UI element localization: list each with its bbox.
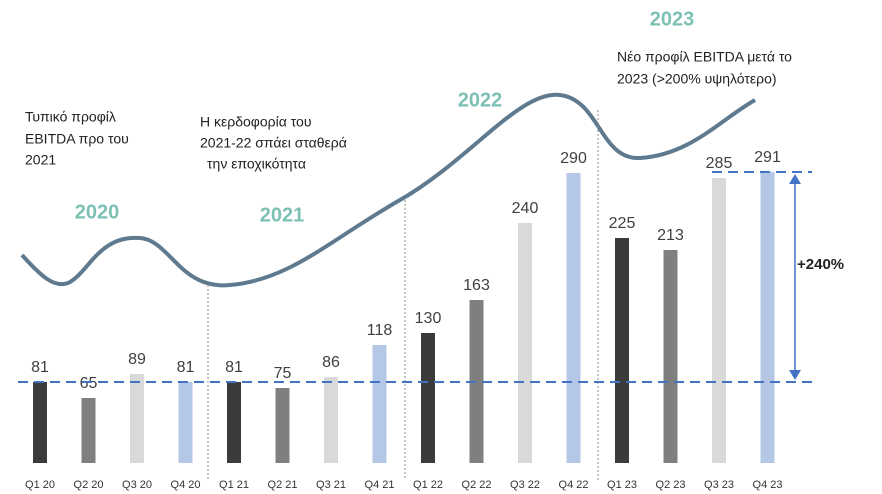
annotation: την εποχικότητα — [207, 156, 306, 172]
value-label: 65 — [80, 375, 98, 392]
value-label: 240 — [512, 200, 539, 217]
year-label: 2022 — [458, 89, 503, 111]
x-tick-label: Q3 22 — [510, 479, 540, 491]
value-label: 75 — [274, 365, 292, 382]
bar — [760, 172, 775, 463]
value-label: 81 — [177, 359, 195, 376]
x-tick-label: Q3 21 — [316, 479, 346, 491]
annotation: 2021-22 σπάει σταθερά — [200, 135, 347, 151]
x-tick-label: Q2 23 — [656, 479, 686, 491]
year-label: 2023 — [650, 8, 695, 30]
bar — [130, 374, 144, 463]
bar — [227, 382, 241, 463]
x-tick-label: Q1 20 — [25, 479, 55, 491]
x-tick-label: Q4 22 — [559, 479, 589, 491]
x-tick-label: Q4 20 — [171, 479, 201, 491]
x-tick-label: Q4 21 — [365, 479, 395, 491]
value-label: 81 — [31, 359, 49, 376]
value-label: 86 — [322, 354, 340, 371]
bar — [469, 300, 484, 463]
x-tick-label: Q2 21 — [268, 479, 298, 491]
bar — [615, 238, 629, 463]
bar — [33, 382, 47, 463]
bar — [324, 377, 338, 463]
value-label: 163 — [463, 277, 490, 294]
bar — [178, 382, 193, 463]
x-tick-label: Q1 23 — [607, 479, 637, 491]
value-label: 290 — [560, 150, 587, 167]
x-tick-label: Q4 23 — [753, 479, 783, 491]
growth-label: +240% — [797, 256, 844, 273]
arrow-head — [789, 174, 801, 184]
year-label: 2020 — [75, 201, 120, 223]
trend-curve — [20, 92, 756, 288]
bar — [663, 250, 678, 463]
value-label: 118 — [367, 322, 393, 339]
value-label: 130 — [415, 310, 442, 327]
annotation: 2021 — [25, 152, 56, 168]
annotation: 2023 (>200% υψηλότερο) — [617, 71, 777, 87]
x-tick-label: Q2 22 — [462, 479, 492, 491]
value-label: 81 — [225, 359, 243, 376]
bar — [81, 398, 96, 463]
year-label: 2021 — [260, 204, 305, 226]
x-tick-label: Q3 20 — [122, 479, 152, 491]
arrow-head — [789, 370, 801, 380]
bar — [566, 173, 581, 463]
x-tick-label: Q1 21 — [219, 479, 249, 491]
annotation: Νέο προφίλ EBITDA μετά το — [617, 49, 792, 65]
bar — [712, 178, 726, 463]
bar — [372, 345, 387, 463]
value-label: 89 — [128, 351, 146, 368]
bar — [421, 333, 435, 463]
x-tick-label: Q3 23 — [704, 479, 734, 491]
x-tick-label: Q2 20 — [74, 479, 104, 491]
bar — [275, 388, 290, 463]
value-label: 291 — [754, 149, 781, 166]
value-label: 225 — [609, 215, 636, 232]
value-label: 213 — [657, 227, 684, 244]
value-label: 285 — [706, 155, 733, 172]
annotation: Τυπικό προφίλ — [25, 109, 116, 125]
annotation: Η κερδοφορία του — [200, 114, 311, 130]
annotation: EBITDA προ του — [25, 131, 129, 147]
bar — [518, 223, 532, 463]
x-tick-label: Q1 22 — [413, 479, 443, 491]
